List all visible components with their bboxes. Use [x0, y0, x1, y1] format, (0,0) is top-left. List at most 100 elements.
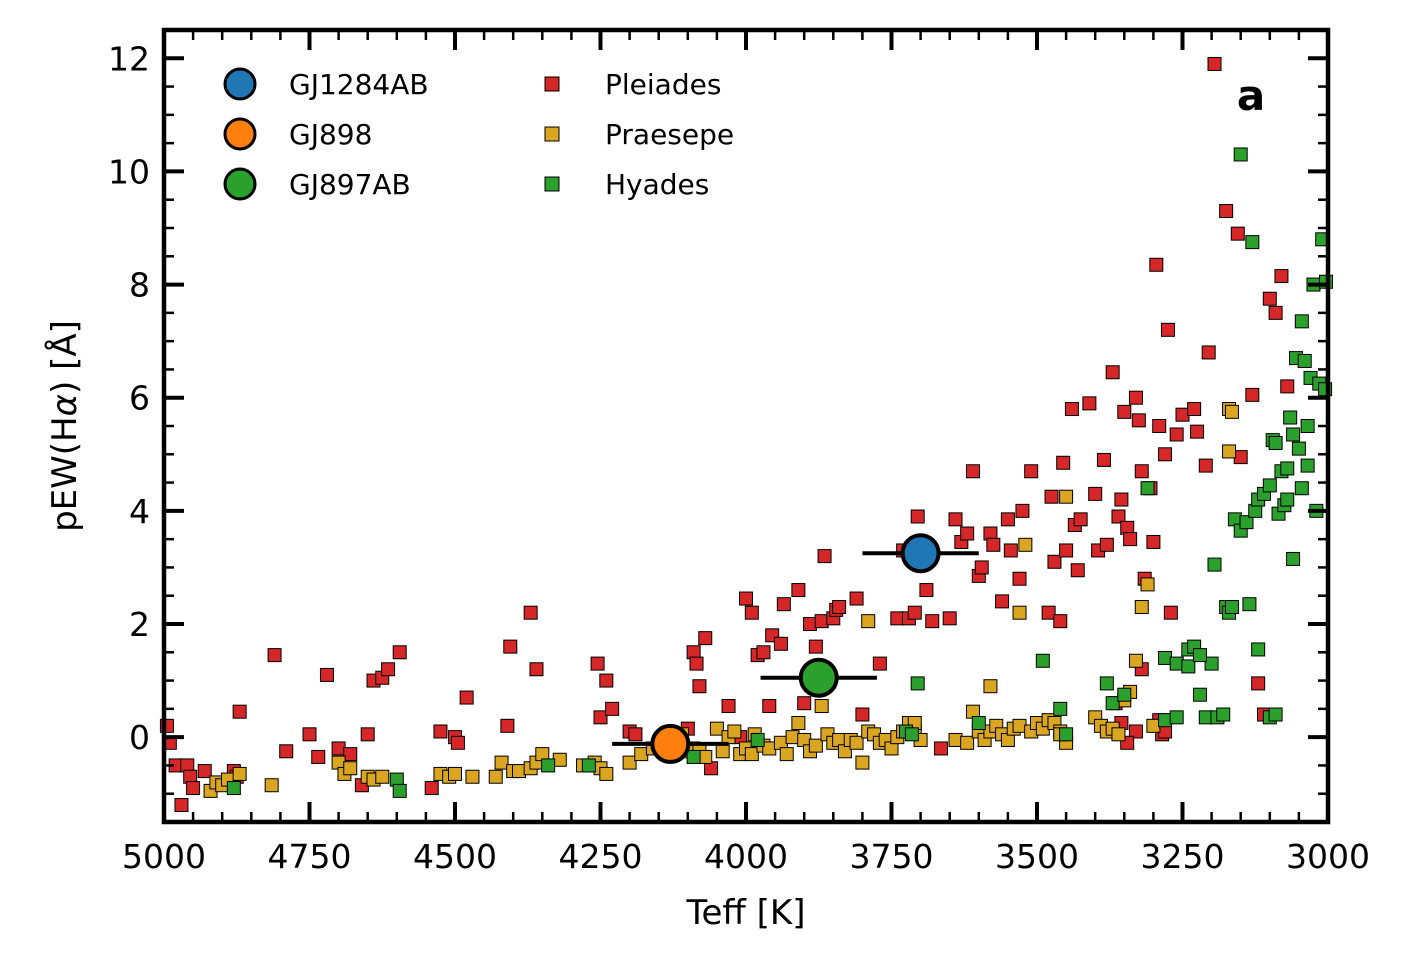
data-point-hyades: [1207, 557, 1222, 572]
x-tick-label: 4000: [704, 837, 788, 876]
data-point-pleiades: [1003, 543, 1018, 558]
data-point-pleiades: [381, 662, 396, 677]
data-point-hyades: [1268, 435, 1283, 450]
data-point-hyades: [392, 783, 407, 798]
data-point-praesepe: [715, 744, 730, 759]
data-point-hyades: [1251, 642, 1266, 657]
data-point-pleiades: [791, 583, 806, 598]
data-point-praesepe: [1222, 444, 1237, 459]
data-point-pleiades: [1131, 413, 1146, 428]
data-point-pleiades: [1233, 450, 1248, 465]
data-point-hyades: [226, 781, 241, 796]
data-point-pleiades: [267, 648, 282, 663]
data-point-pleiades: [1111, 509, 1126, 524]
data-point-pleiades: [1251, 676, 1266, 691]
data-point-hyades: [1035, 653, 1050, 668]
data-point-hyades: [1294, 314, 1309, 329]
data-point-pleiades: [808, 639, 823, 654]
legend: GJ1284AB GJ898 GJ897AB Pleiades Praesepe Hyad…: [223, 67, 734, 201]
data-point-pleiades: [832, 600, 847, 615]
data-point-praesepe: [465, 769, 480, 784]
data-point-praesepe: [983, 679, 998, 694]
data-point-praesepe: [1134, 600, 1149, 615]
data-point-hyades: [1300, 458, 1315, 473]
data-point-hyades: [1300, 419, 1315, 433]
data-point-pleiades: [1169, 427, 1184, 442]
legend-label-hyades: Hyades: [605, 168, 709, 201]
data-point-pleiades: [186, 781, 201, 796]
data-point-praesepe: [1128, 653, 1143, 668]
data-point-praesepe: [343, 761, 358, 776]
data-point-pleiades: [872, 656, 887, 671]
data-point-praesepe: [709, 721, 724, 736]
data-point-pleiades: [450, 735, 465, 750]
data-point-pleiades: [776, 597, 791, 612]
data-point-hyades: [1216, 707, 1231, 722]
y-tick-label: 12: [108, 39, 150, 78]
data-point-pleiades: [974, 560, 989, 575]
data-point-pleiades: [1149, 257, 1164, 272]
data-point-pleiades: [948, 512, 963, 527]
data-point-pleiades: [1056, 455, 1071, 470]
data-point-pleiades: [907, 605, 922, 620]
x-tick-label: 4250: [559, 837, 643, 876]
data-point-pleiades: [1117, 404, 1132, 419]
data-point-pleiades: [1073, 512, 1088, 527]
data-point-praesepe: [814, 699, 829, 714]
data-point-hyades: [1198, 710, 1213, 725]
data-point-praesepe: [1224, 404, 1239, 419]
legend-marker-gj897ab: [223, 167, 257, 201]
data-point-hyades: [971, 716, 986, 730]
data-point-pleiades: [319, 667, 334, 682]
data-point-praesepe: [552, 752, 567, 767]
data-point-praesepe: [512, 764, 527, 779]
data-point-pleiades: [910, 509, 925, 524]
data-point-pleiades: [1047, 554, 1062, 569]
data-point-pleiades: [986, 537, 1001, 552]
data-point-pleiades: [855, 707, 870, 722]
y-axis-label-prefix: pEW(H: [45, 416, 85, 532]
data-point-praesepe: [622, 755, 637, 770]
data-point-pleiades: [692, 679, 707, 694]
axis-ticks-layer: [162, 28, 1330, 824]
data-point-praesepe: [948, 732, 963, 747]
data-point-pleiades: [1105, 365, 1120, 380]
data-point-pleiades: [1015, 503, 1030, 518]
data-point-pleiades: [919, 583, 934, 598]
data-point-pleiades: [360, 727, 375, 742]
data-point-pleiades: [1041, 605, 1056, 620]
data-point-praesepe: [264, 778, 279, 793]
legend-label-gj897ab: GJ897AB: [289, 168, 411, 201]
data-point-pleiades: [773, 636, 788, 651]
data-point-pleiades: [890, 611, 905, 626]
data-point-pleiades: [279, 744, 294, 759]
target-point-gj897ab: [798, 657, 839, 698]
data-point-pleiades: [803, 617, 818, 631]
data-point-praesepe: [448, 766, 462, 781]
data-point-hyades: [1283, 410, 1298, 425]
data-point-praesepe: [861, 614, 876, 629]
x-tick-label: 5000: [122, 837, 206, 876]
data-point-praesepe: [1146, 718, 1161, 733]
data-point-pleiades: [1000, 512, 1015, 527]
data-point-hyades: [1192, 687, 1207, 702]
data-point-pleiades: [721, 699, 736, 714]
data-point-praesepe: [762, 741, 777, 756]
data-point-pleiades: [1070, 563, 1085, 578]
data-point-pleiades: [756, 645, 771, 660]
legend-marker-gj898: [223, 117, 257, 151]
data-point-pleiades: [1207, 56, 1222, 71]
x-tick-label: 3000: [1286, 837, 1370, 876]
data-point-pleiades: [817, 549, 832, 564]
panel-label: a: [1237, 71, 1265, 120]
data-point-pleiades: [1160, 322, 1175, 337]
data-point-pleiades: [1219, 204, 1234, 219]
data-point-hyades: [1158, 650, 1173, 665]
data-point-hyades: [1286, 427, 1301, 442]
x-tick-label: 4750: [268, 837, 352, 876]
data-point-hyades: [1280, 461, 1295, 476]
data-point-hyades: [1268, 707, 1283, 722]
data-point-hyades: [1140, 481, 1155, 496]
data-point-praesepe: [494, 755, 509, 770]
